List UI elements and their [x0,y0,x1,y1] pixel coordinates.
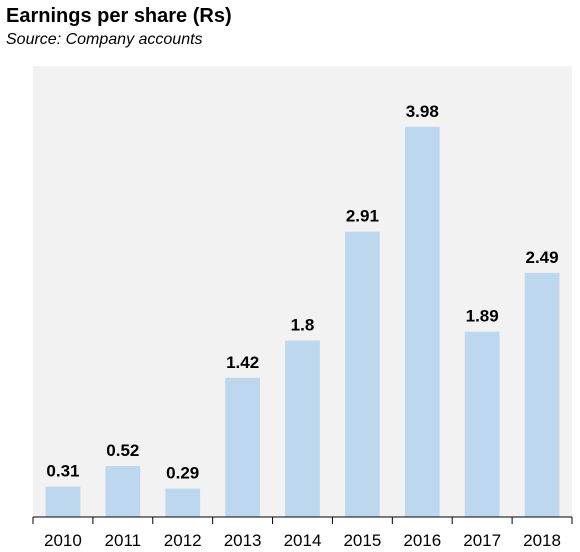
data-label-2013: 1.42 [226,353,259,372]
bar-2015 [345,231,380,517]
data-label-2011: 0.52 [106,441,139,460]
x-tick-label-2011: 2011 [105,531,142,550]
bar-2011 [105,466,141,517]
x-tick-label-2010: 2010 [44,531,82,550]
x-tick-label-2012: 2012 [164,531,202,550]
data-label-2015: 2.91 [346,207,379,226]
data-label-2017: 1.89 [466,307,499,326]
data-label-2016: 3.98 [406,102,439,121]
chart-subtitle: Source: Company accounts [6,31,203,48]
data-labels-group: 0.31 0.52 0.29 1.42 1.8 2.91 3.98 1.89 2.49 [46,102,558,483]
bar-2013 [225,377,260,517]
data-label-2012: 0.29 [166,464,199,483]
bar-2016 [404,126,440,517]
bars-group [45,126,560,517]
bar-2014 [285,340,320,517]
bar-2018 [524,272,560,517]
x-tick-label-2017: 2017 [463,531,501,550]
x-tick-label-2014: 2014 [284,531,322,550]
chart-title: Earnings per share (Rs) [6,5,232,27]
data-label-2014: 1.8 [291,316,315,335]
bar-2012 [165,488,201,517]
x-tick-label-2013: 2013 [224,531,262,550]
data-label-2010: 0.31 [46,462,79,481]
bar-2010 [45,486,81,517]
bar-2017 [464,331,500,517]
x-tick-labels-group: 2010 2011 2012 2013 2014 2015 2016 2017 2018 [44,531,561,550]
x-tick-label-2018: 2018 [523,531,561,550]
x-tick-label-2016: 2016 [403,531,441,550]
data-label-2018: 2.49 [526,248,559,267]
x-tick-label-2015: 2015 [343,531,381,550]
x-ticks-group [32,517,573,524]
